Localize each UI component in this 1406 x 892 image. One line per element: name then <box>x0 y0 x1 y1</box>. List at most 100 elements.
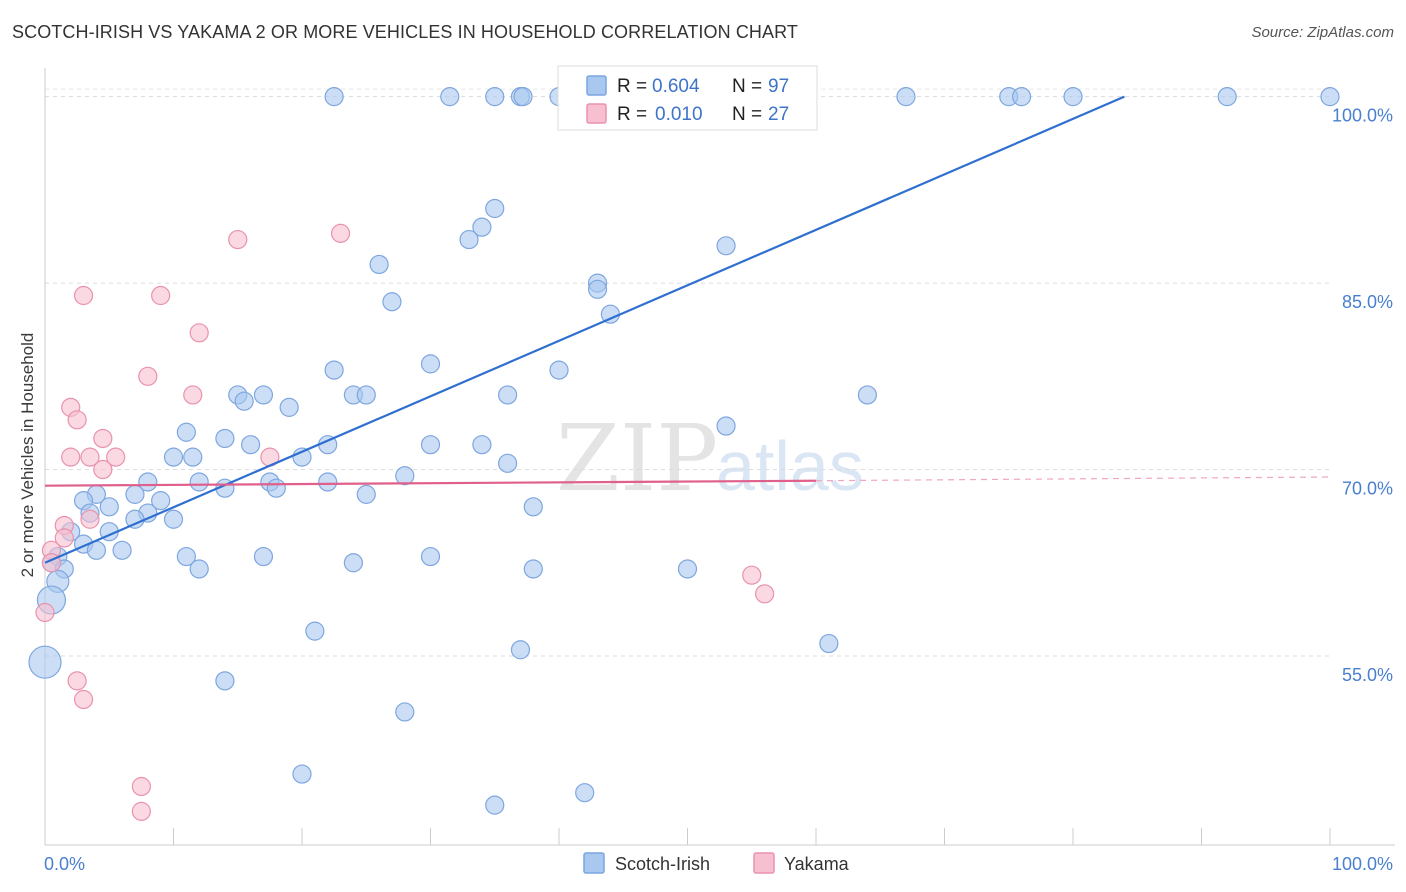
scotch-irish-point-43 <box>163 447 184 467</box>
legend-r-label-1: R = <box>617 76 647 97</box>
series-legend: Scotch-Irish Yakama <box>583 852 850 874</box>
yakama-point-5 <box>138 366 158 386</box>
watermark-atlas: atlas <box>716 427 864 505</box>
yakama-point-8 <box>67 410 87 430</box>
series-legend-label-yakama: Yakama <box>784 854 850 874</box>
yakama-point-12 <box>106 447 126 467</box>
scotch-irish-point-57 <box>99 497 119 517</box>
yakama-point-2 <box>73 285 94 306</box>
series-legend-label-scotch-irish: Scotch-Irish <box>615 854 710 874</box>
yakama-point-3 <box>151 285 171 306</box>
legend-r-value-yakama: 0.010 <box>655 104 703 125</box>
yakama-point-23 <box>67 671 87 691</box>
scotch-irish-point-81 <box>28 645 62 679</box>
legend-n-value-scotch-irish: 97 <box>768 76 789 97</box>
scotch-irish-point-1 <box>440 87 460 107</box>
yakama-trend-extension <box>815 476 1331 482</box>
yakama-trend-line <box>44 479 817 487</box>
scotch-irish-point-14 <box>1320 87 1340 107</box>
yakama-point-1 <box>330 223 351 243</box>
tick-labels: 100.0% 85.0% 70.0% 55.0% 0.0% 100.0% <box>44 106 1393 874</box>
scotch-irish-point-77 <box>523 559 543 579</box>
scotch-irish-point-0 <box>324 87 344 107</box>
scotch-irish-point-55 <box>125 484 145 504</box>
y-axis-label: 2 or more Vehicles in Household <box>18 333 37 578</box>
scotch-irish-point-48 <box>395 466 415 486</box>
scotch-irish-point-17 <box>459 229 479 250</box>
scotch-irish-point-53 <box>356 484 376 504</box>
scotch-irish-point-42 <box>498 453 518 473</box>
scotch-irish-point-32 <box>279 397 299 417</box>
yakama-point-4 <box>189 323 209 343</box>
scotch-irish-point-84 <box>510 640 531 660</box>
watermark-zip: ZIP <box>556 405 718 512</box>
scotch-irish-point-37 <box>215 428 235 449</box>
scotch-irish-point-31 <box>253 385 274 405</box>
scotch-irish-point-71 <box>112 540 132 560</box>
chart-title: SCOTCH-IRISH VS YAKAMA 2 OR MORE VEHICLE… <box>12 22 799 42</box>
yakama-point-9 <box>93 428 113 449</box>
yakama-point-20 <box>742 565 762 585</box>
scotch-irish-point-41 <box>472 435 492 455</box>
scotch-irish-point-2 <box>485 87 505 107</box>
scotch-irish-point-33 <box>498 385 518 405</box>
scotch-irish-point-52 <box>266 478 286 498</box>
scotch-irish-point-85 <box>215 671 235 691</box>
scotch-irish-point-15 <box>485 198 505 219</box>
yakama-point-0 <box>228 229 248 250</box>
scotch-irish-point-40 <box>420 435 441 455</box>
legend-box: R = 0.604 N = 97 R = 0.010 N = 27 <box>557 65 818 131</box>
scotch-irish-point-12 <box>1063 87 1083 107</box>
scotch-irish-point-89 <box>575 783 595 803</box>
scotch-irish-point-36 <box>176 422 196 442</box>
scotch-irish-point-75 <box>343 553 363 573</box>
scotch-irish-point-22 <box>382 292 402 312</box>
scotch-irish-point-19 <box>369 254 389 275</box>
scotch-irish-point-4 <box>513 87 533 107</box>
series-legend-swatch-yakama <box>753 852 775 874</box>
scotch-irish-point-83 <box>819 633 839 654</box>
y-tick-label-3: 55.0% <box>1342 665 1393 685</box>
yakama-point-15 <box>80 509 100 529</box>
x-tick-label-0: 0.0% <box>44 854 85 874</box>
scotch-irish-point-30 <box>234 391 254 411</box>
x-tick-label-1: 100.0% <box>1332 854 1393 874</box>
scotch-irish-point-49 <box>138 472 158 492</box>
scotch-irish-point-18 <box>716 236 736 256</box>
scotch-irish-point-73 <box>189 559 209 579</box>
scotch-irish-point-38 <box>241 435 261 455</box>
yakama-point-26 <box>131 801 151 821</box>
scotch-irish-point-82 <box>305 621 325 641</box>
scotch-irish-point-74 <box>253 546 274 567</box>
y-tick-label-1: 85.0% <box>1342 292 1393 312</box>
legend-n-value-yakama: 27 <box>768 104 789 125</box>
scotch-irish-point-62 <box>523 497 543 517</box>
scotch-irish-point-59 <box>151 491 171 511</box>
scotch-irish-point-60 <box>163 509 184 529</box>
scotch-irish-point-9 <box>896 87 916 107</box>
yakama-point-21 <box>754 584 775 604</box>
scotch-irish-point-35 <box>716 416 736 436</box>
yakama-point-10 <box>61 447 81 467</box>
scotch-irish-point-24 <box>324 360 344 380</box>
scotch-irish-point-21 <box>587 279 608 299</box>
legend-n-label-1: N = <box>732 76 762 97</box>
scotch-irish-point-26 <box>549 360 569 380</box>
yakama-point-25 <box>131 776 151 797</box>
yakama-point-13 <box>93 459 113 480</box>
watermark: ZIP atlas <box>556 405 864 512</box>
y-tick-label-2: 70.0% <box>1342 479 1393 499</box>
scotch-irish-point-47 <box>318 472 338 492</box>
series-legend-swatch-scotch-irish <box>583 852 605 874</box>
scotch-irish-point-11 <box>1011 87 1032 107</box>
legend-n-label-2: N = <box>732 104 762 125</box>
yakama-point-22 <box>35 602 55 623</box>
scotch-irish-point-72 <box>176 546 196 567</box>
scotch-irish-point-87 <box>292 764 312 784</box>
scotch-irish-point-50 <box>189 472 209 492</box>
data-points <box>28 87 1340 821</box>
legend-r-label-2: R = <box>617 104 647 125</box>
scotch-irish-point-16 <box>472 217 492 237</box>
trend-lines <box>44 95 1331 564</box>
